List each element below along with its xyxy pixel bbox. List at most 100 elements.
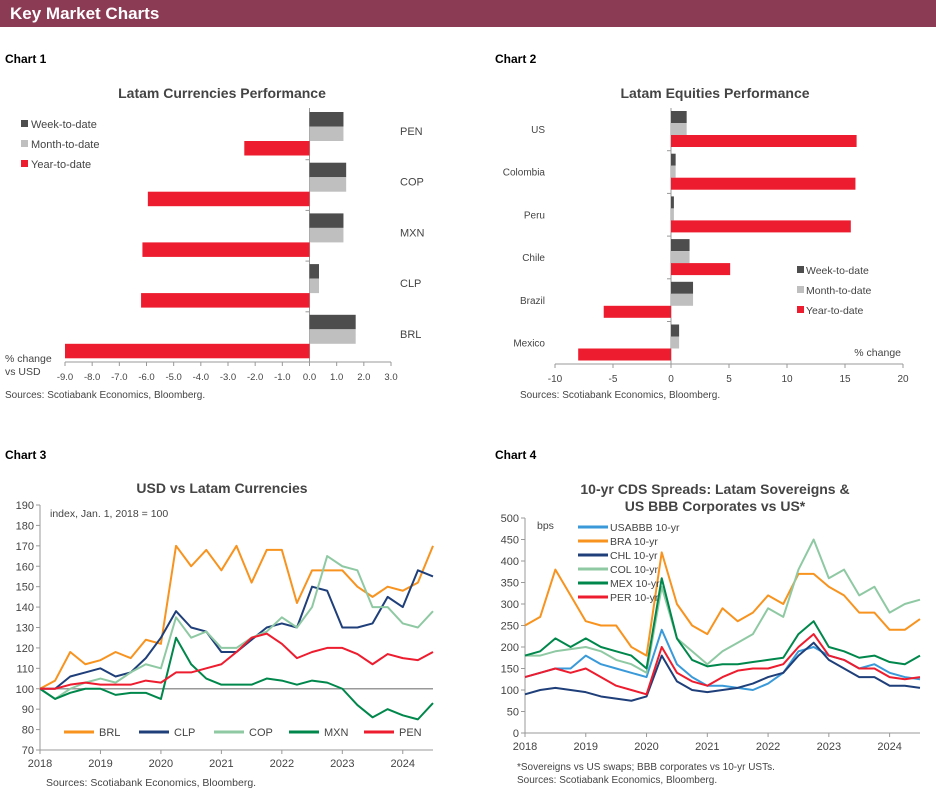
x-tick-label: 2022 [756,741,780,753]
bar-peru-2 [671,220,851,233]
y-tick-label: 180 [16,520,34,532]
bar-chile-0 [671,239,690,252]
bar-brl-0 [309,314,356,330]
series-line-mxn [39,636,434,721]
legend-label: CHL 10-yr [610,550,658,562]
category-label: Colombia [503,168,546,179]
x-tick-label: -10 [548,374,563,385]
x-tick-label: -1.0 [274,372,290,383]
bar-brazil-1 [671,293,694,306]
x-tick-label: -2.0 [247,372,263,383]
source-note: Sources: Scotiabank Economics, Bloomberg… [517,775,717,786]
chart-1-label: Chart 1 [5,52,47,66]
legend-label: Month-to-date [806,285,872,297]
legend-label: COP [249,727,273,739]
category-label: Mexico [513,339,545,350]
series-line-per [524,633,921,696]
legend-label: BRA 10-yr [610,536,658,548]
legend-label: BRL [99,727,120,739]
x-tick-label: 2023 [330,758,354,770]
x-tick-label: 2020 [634,741,658,753]
y-tick-label: 450 [501,535,519,547]
y-tick-label: 50 [507,707,519,719]
x-tick-label: 2023 [817,741,841,753]
x-tick-label: -5 [609,374,618,385]
legend-label: USABBB 10-yr [610,522,680,534]
y-tick-label: 350 [501,578,519,590]
x-tick-label: -3.0 [220,372,236,383]
series-line-mex [524,577,921,670]
legend-swatch [797,306,804,313]
x-tick-label: 2021 [209,758,233,770]
series-line-clp [40,569,434,690]
category-label: CLP [400,278,421,290]
bar-mexico-2 [578,348,671,361]
series-line-pen [40,632,434,690]
x-axis-label-line1: % change [5,353,52,365]
bar-clp-0 [309,264,320,279]
x-tick-label: 20 [897,374,909,385]
x-tick-label: 2.0 [357,372,370,383]
chart-3-label: Chart 3 [5,448,47,462]
legend-label: Year-to-date [806,305,864,317]
legend-label: PEN [399,727,422,739]
y-tick-label: 160 [16,561,34,573]
bar-cop-1 [309,177,347,192]
y-tick-label: 190 [16,500,34,512]
bar-brl-2 [65,343,310,359]
x-axis-label-line2: vs USD [5,366,41,378]
chart-4-label: Chart 4 [495,448,537,462]
category-label: PEN [400,126,423,138]
x-tick-label: 2019 [88,758,112,770]
legend-swatch [797,286,804,293]
y-tick-label: 170 [16,541,34,553]
bar-pen-2 [244,141,310,156]
source-note: Sources: Scotiabank Economics, Bloomberg… [520,390,720,401]
bar-clp-1 [309,278,320,294]
y-tick-label: 110 [16,663,34,675]
chart-title-line2: US BBB Corporates vs US* [625,498,806,514]
bar-colombia-2 [671,177,856,190]
x-tick-label: 10 [781,374,793,385]
category-label: Chile [522,253,545,264]
y-tick-label: 200 [501,642,519,654]
y-tick-label: 70 [22,745,34,757]
x-tick-label: -6.0 [138,372,154,383]
x-tick-label: 2020 [149,758,173,770]
y-tick-label: 120 [16,643,34,655]
legend-label: PER 10-yr [610,592,659,604]
y-tick-label: 80 [22,725,34,737]
header-bar: Key Market Charts [0,0,936,27]
bar-peru-0 [671,196,674,209]
x-tick-label: -4.0 [193,372,209,383]
x-tick-label: -8.0 [84,372,100,383]
y-axis-label: bps [537,520,554,532]
bar-brazil-2 [603,305,671,318]
x-tick-label: 2018 [28,758,52,770]
legend-swatch [21,160,28,167]
x-tick-label: -5.0 [165,372,181,383]
legend-swatch [21,120,28,127]
legend-label: Week-to-date [806,265,869,277]
source-note: Sources: Scotiabank Economics, Bloomberg… [46,777,256,789]
category-label: MXN [400,227,425,239]
legend-label: MEX 10-yr [610,578,660,590]
category-label: US [531,125,545,136]
legend-label: COL 10-yr [610,564,659,576]
bar-colombia-0 [671,153,676,166]
y-tick-label: 250 [501,621,519,633]
y-tick-label: 300 [501,599,519,611]
x-tick-label: 2022 [270,758,294,770]
y-tick-label: 130 [16,623,34,635]
legend-label: CLP [174,727,195,739]
header-title: Key Market Charts [10,4,160,23]
y-tick-label: 100 [16,684,34,696]
x-tick-label: 15 [839,374,851,385]
bar-brl-1 [309,329,356,344]
chart-2-label: Chart 2 [495,52,537,66]
chart-title: Latam Equities Performance [620,85,809,101]
legend-label: Month-to-date [31,139,99,151]
x-tick-label: -9.0 [57,372,73,383]
chart-annotation: index, Jan. 1, 2018 = 100 [50,508,168,520]
